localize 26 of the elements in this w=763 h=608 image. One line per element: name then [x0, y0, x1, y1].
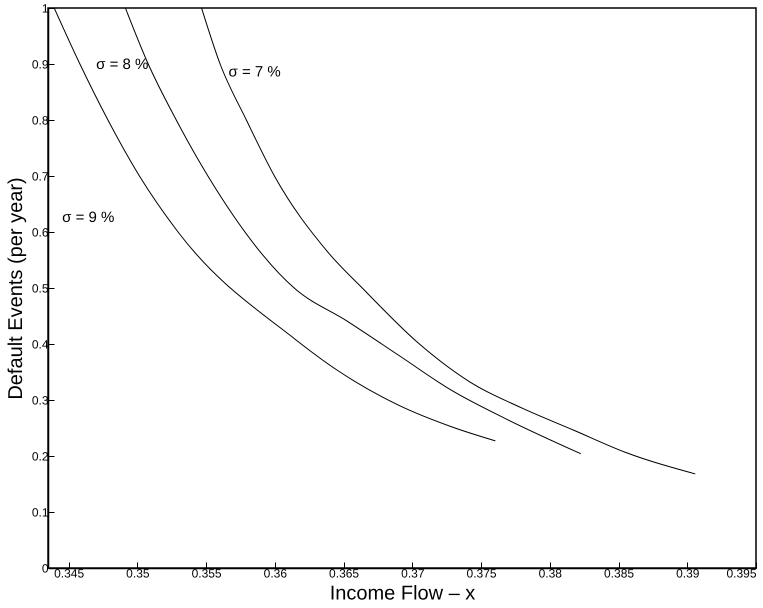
x-tick-label: 0.395 — [726, 566, 757, 580]
x-tick-label: 0.365 — [329, 566, 360, 580]
x-tick-label: 0.375 — [466, 566, 497, 580]
y-tick-label: 0.2 — [32, 450, 49, 464]
y-tick-label: 0.4 — [32, 338, 49, 352]
y-tick-label: 0.5 — [32, 282, 49, 296]
x-tick-label: 0.38 — [538, 566, 562, 580]
y-axis-title: Default Events (per year) — [4, 177, 27, 400]
annotation: σ = 9 % — [62, 208, 114, 226]
x-tick-label: 0.35 — [126, 566, 150, 580]
y-tick-label: 0.1 — [32, 506, 49, 520]
x-tick-label: 0.37 — [401, 566, 425, 580]
y-tick-label: 0.6 — [32, 226, 49, 240]
x-tick-label: 0.385 — [604, 566, 634, 580]
annotation: σ = 8 % — [96, 56, 148, 73]
y-tick-label: 0.7 — [32, 170, 49, 184]
y-tick-label: 0.9 — [32, 58, 49, 72]
y-tick-label: 0.8 — [32, 114, 49, 128]
x-tick-label: 0.39 — [676, 566, 700, 580]
x-tick-label: 0.355 — [192, 566, 222, 580]
annotation: σ = 7 % — [228, 63, 281, 80]
x-tick-label: 0.36 — [264, 566, 288, 580]
x-axis-title: Income Flow – x — [330, 582, 476, 604]
y-tick-label: 1 — [42, 2, 49, 16]
x-tick-label: 0.345 — [54, 566, 84, 580]
y-tick-label: 0.3 — [32, 394, 49, 408]
